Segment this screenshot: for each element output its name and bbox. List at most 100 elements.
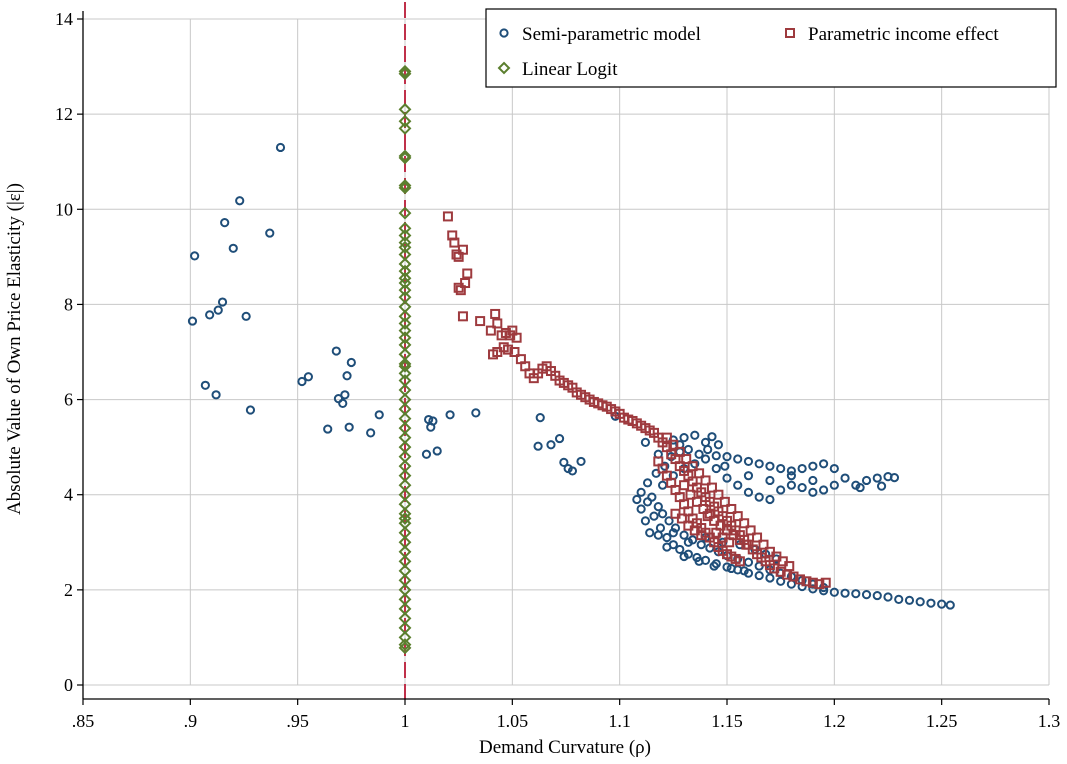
legend-label-semi: Semi-parametric model bbox=[522, 24, 701, 45]
x-axis-label: Demand Curvature (ρ) bbox=[479, 737, 651, 758]
parametric-income-point bbox=[814, 579, 825, 590]
semi-parametric-point bbox=[713, 440, 724, 450]
parametric-income-point bbox=[706, 482, 717, 493]
semi-parametric-point bbox=[694, 449, 704, 459]
linear-logit-point bbox=[398, 64, 412, 78]
parametric-income-point bbox=[745, 525, 756, 536]
linear-logit-point bbox=[398, 309, 412, 323]
semi-parametric-point bbox=[872, 590, 882, 601]
y-axis-label: Absolute Value of Own Price Elasticity (… bbox=[4, 183, 25, 515]
semi-parametric-point bbox=[889, 472, 900, 483]
semi-parametric-point bbox=[711, 451, 721, 461]
parametric-income-point bbox=[475, 316, 486, 327]
semi-parametric-point bbox=[245, 405, 256, 415]
parametric-income-point bbox=[807, 577, 818, 588]
parametric-income-point bbox=[676, 513, 687, 524]
legend-marker-logit bbox=[497, 61, 511, 75]
parametric-income-point bbox=[503, 344, 514, 355]
semi-parametric-point bbox=[754, 459, 764, 469]
parametric-income-point bbox=[485, 325, 496, 336]
linear-logit-point bbox=[398, 179, 412, 192]
semi-parametric-point bbox=[640, 437, 651, 447]
y-tick-label: 6 bbox=[64, 390, 73, 410]
linear-logit-point bbox=[398, 149, 412, 163]
parametric-income-point bbox=[492, 318, 503, 329]
semi-parametric-point bbox=[241, 311, 251, 321]
x-tick-label: 1.2 bbox=[823, 711, 846, 731]
semi-parametric-point bbox=[711, 463, 721, 474]
semi-parametric-point bbox=[664, 516, 674, 526]
semi-parametric-point bbox=[535, 413, 545, 423]
x-tick-label: 1 bbox=[401, 711, 410, 731]
linear-logit-point bbox=[398, 641, 412, 655]
semi-parametric-point bbox=[636, 487, 646, 497]
parametric-income-point bbox=[674, 446, 685, 457]
semi-parametric-point bbox=[840, 473, 850, 483]
linear-logit-point bbox=[398, 264, 412, 278]
parametric-income-point bbox=[784, 561, 795, 572]
parametric-income-point bbox=[739, 518, 750, 529]
semi-parametric-point bbox=[883, 592, 893, 602]
semi-parametric-point bbox=[700, 454, 711, 464]
semi-parametric-point bbox=[374, 410, 384, 420]
semi-parametric-point bbox=[200, 380, 210, 390]
semi-parametric-point bbox=[559, 457, 569, 467]
semi-parametric-point bbox=[640, 516, 651, 526]
data-points bbox=[187, 64, 955, 655]
semi-parametric-point bbox=[937, 599, 947, 609]
semi-parametric-point bbox=[743, 471, 754, 481]
linear-logit-point bbox=[398, 206, 412, 220]
semi-parametric-point bbox=[765, 475, 775, 486]
semi-parametric-point bbox=[709, 561, 719, 571]
semi-parametric-point bbox=[235, 196, 245, 206]
semi-parametric-point bbox=[187, 316, 198, 326]
parametric-income-point bbox=[726, 503, 737, 514]
linear-logit-point bbox=[398, 512, 412, 525]
semi-parametric-point bbox=[213, 305, 223, 315]
semi-parametric-point bbox=[275, 142, 286, 153]
legend-marker-param bbox=[785, 28, 795, 38]
semi-parametric-point bbox=[696, 540, 706, 550]
parametric-income-point bbox=[741, 539, 752, 550]
parametric-income-point bbox=[691, 496, 702, 507]
semi-parametric-point bbox=[217, 297, 228, 307]
parametric-income-point bbox=[681, 454, 692, 465]
semi-parametric-point bbox=[720, 461, 730, 471]
parametric-income-point bbox=[719, 496, 730, 507]
semi-parametric-point bbox=[432, 446, 442, 456]
semi-parametric-point bbox=[894, 594, 904, 604]
semi-parametric-point bbox=[707, 432, 717, 442]
semi-parametric-point bbox=[366, 428, 376, 438]
semi-parametric-point bbox=[670, 523, 681, 533]
semi-parametric-point bbox=[679, 530, 689, 540]
y-tick-label: 8 bbox=[64, 294, 73, 314]
semi-parametric-point bbox=[653, 530, 663, 540]
semi-parametric-point bbox=[636, 504, 646, 514]
parametric-income-point bbox=[694, 468, 705, 479]
semi-parametric-point bbox=[567, 466, 578, 476]
semi-parametric-point bbox=[722, 473, 732, 483]
semi-parametric-point bbox=[421, 449, 432, 459]
series-3 bbox=[398, 64, 412, 655]
parametric-income-point bbox=[442, 211, 453, 222]
semi-parametric-point bbox=[346, 357, 356, 368]
semi-parametric-point bbox=[690, 430, 700, 440]
parametric-income-point bbox=[758, 539, 769, 550]
semi-parametric-point bbox=[265, 228, 275, 238]
semi-parametric-point bbox=[904, 595, 915, 605]
parametric-income-point bbox=[732, 511, 743, 522]
legend-symbol bbox=[785, 28, 795, 38]
semi-parametric-point bbox=[675, 544, 685, 555]
semi-parametric-point bbox=[915, 597, 925, 607]
semi-parametric-point bbox=[765, 494, 775, 505]
x-tick-label: 1.3 bbox=[1038, 711, 1061, 731]
parametric-income-point bbox=[724, 537, 735, 548]
legend-label-param: Parametric income effect bbox=[808, 24, 999, 45]
parametric-income-point bbox=[687, 461, 698, 472]
legend-box bbox=[485, 8, 1057, 88]
semi-parametric-point bbox=[649, 511, 659, 521]
semi-parametric-point bbox=[683, 537, 693, 547]
linear-logit-point bbox=[398, 122, 412, 135]
parametric-income-point bbox=[679, 480, 690, 491]
semi-parametric-point bbox=[554, 433, 565, 444]
